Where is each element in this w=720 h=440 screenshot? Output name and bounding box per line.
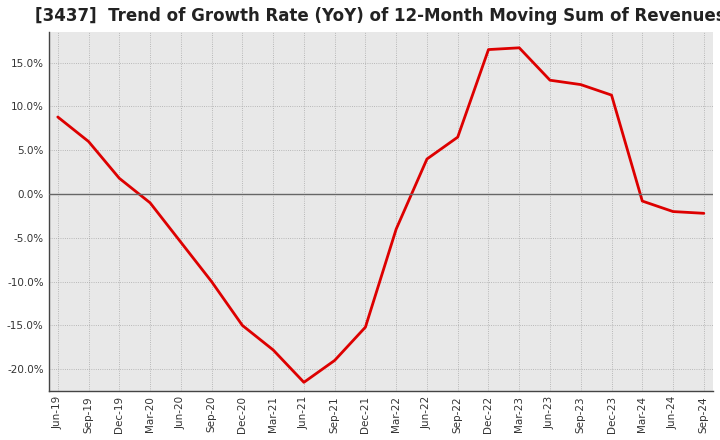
- Title: [3437]  Trend of Growth Rate (YoY) of 12-Month Moving Sum of Revenues: [3437] Trend of Growth Rate (YoY) of 12-…: [35, 7, 720, 25]
